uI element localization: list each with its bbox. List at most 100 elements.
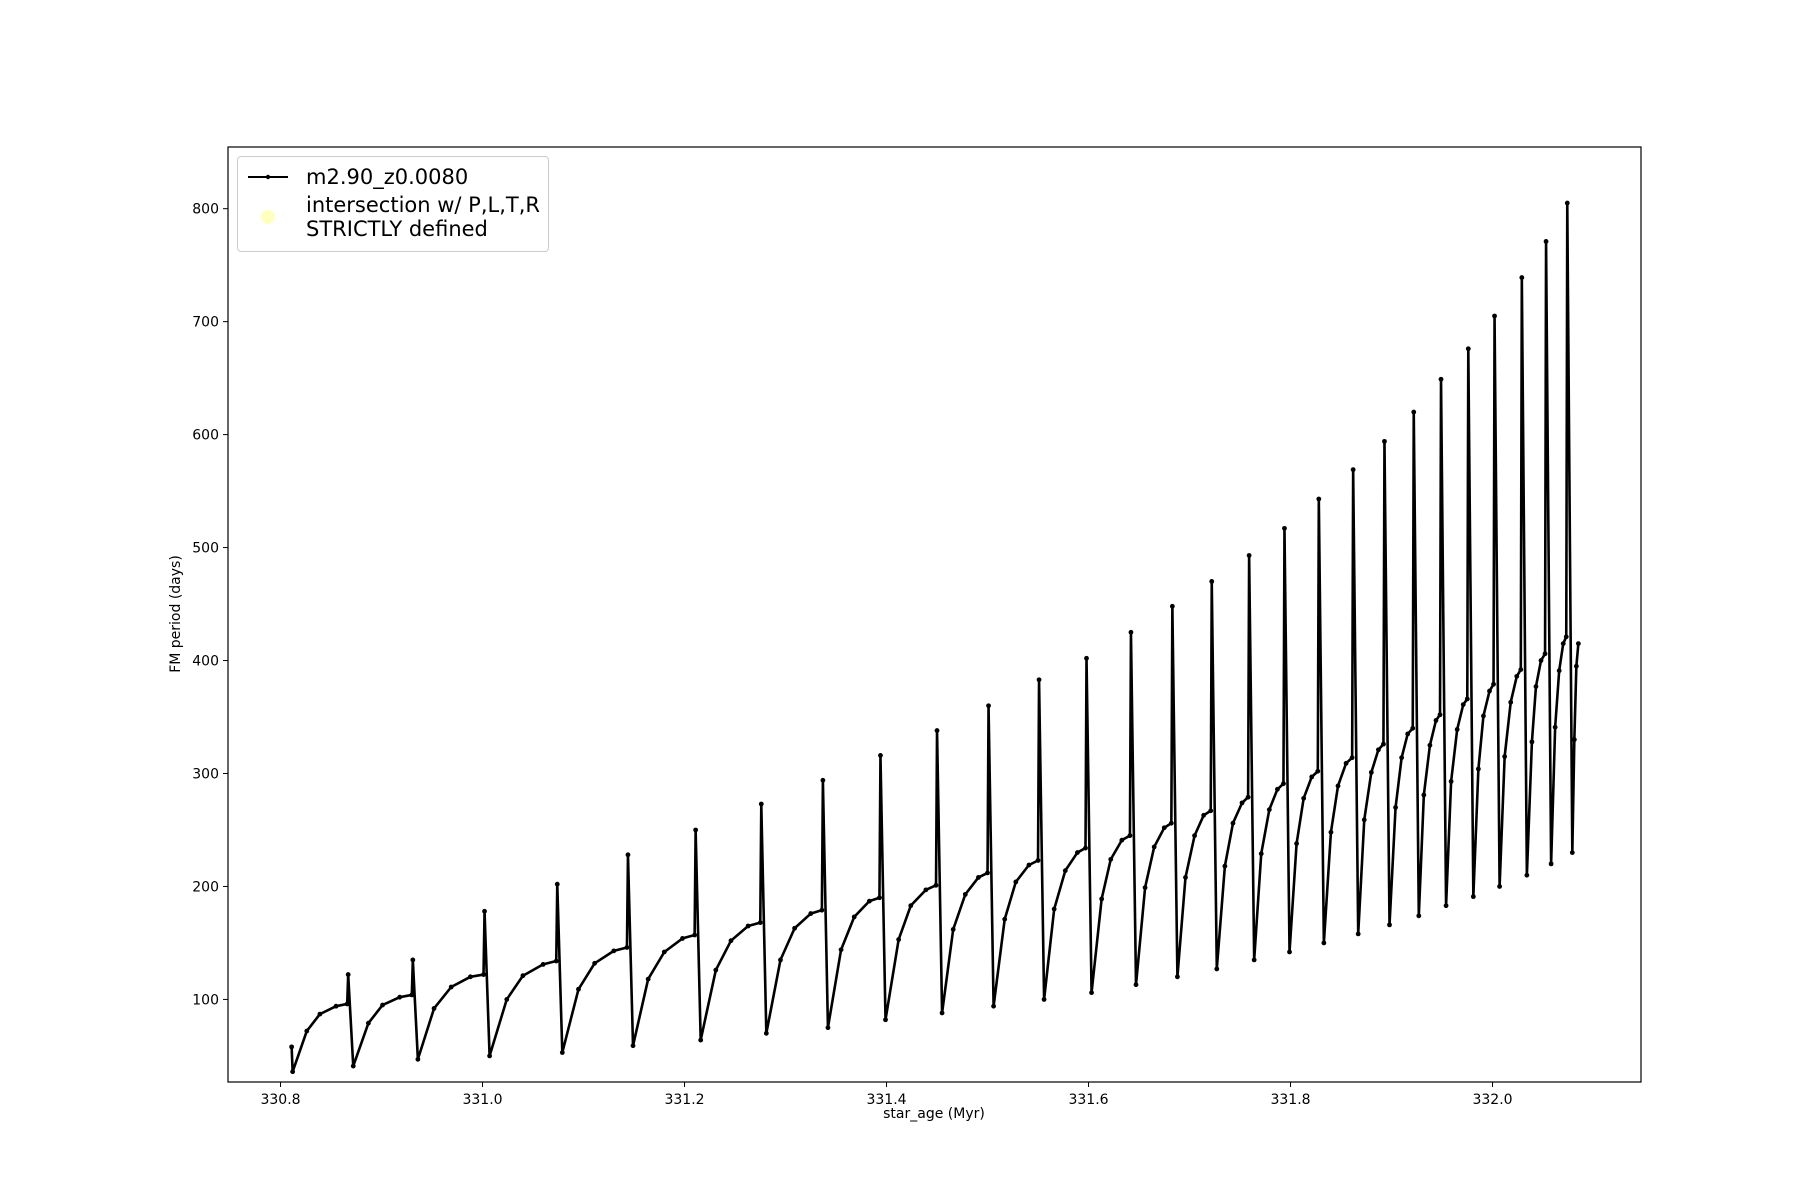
data-point — [1560, 641, 1566, 646]
data-point — [991, 1003, 996, 1009]
data-point — [1497, 884, 1502, 889]
data-point — [693, 827, 699, 833]
data-point — [1133, 982, 1139, 988]
data-point — [1036, 677, 1042, 683]
data-point — [1335, 783, 1341, 789]
data-point — [1393, 804, 1398, 810]
data-point — [630, 1043, 636, 1049]
data-point — [1175, 974, 1180, 980]
legend-icon — [261, 210, 275, 224]
data-point — [838, 947, 844, 953]
data-point — [365, 1020, 371, 1026]
data-point — [1192, 833, 1197, 839]
data-point — [985, 870, 990, 876]
data-point — [896, 937, 902, 942]
data-point — [1214, 966, 1220, 972]
data-point — [431, 1006, 437, 1011]
data-point — [1315, 768, 1321, 774]
legend-label: m2.90_z0.0080 — [306, 165, 469, 189]
data-point — [559, 1050, 565, 1055]
data-point — [1368, 769, 1374, 775]
data-point — [1350, 467, 1356, 473]
data-point — [1355, 931, 1361, 937]
legend-icon — [248, 174, 288, 180]
y-tick-label: 200 — [192, 879, 219, 895]
data-point — [1328, 829, 1334, 835]
data-point — [317, 1011, 323, 1017]
data-point — [1151, 844, 1157, 850]
data-point — [1481, 713, 1486, 719]
data-point — [692, 932, 698, 938]
data-point — [1051, 906, 1057, 912]
data-point — [1099, 896, 1105, 902]
data-point — [1465, 346, 1471, 352]
data-point — [1563, 634, 1569, 640]
data-point — [468, 974, 473, 980]
data-point — [553, 958, 559, 964]
data-point — [1208, 808, 1214, 814]
data-point — [986, 703, 991, 709]
data-point — [1026, 862, 1032, 868]
data-point — [576, 986, 581, 992]
x-tick-label: 331.2 — [664, 1092, 704, 1108]
data-point — [758, 801, 764, 807]
data-point — [1230, 820, 1236, 826]
data-point — [877, 895, 882, 901]
data-point — [1382, 438, 1387, 444]
data-point — [1492, 313, 1497, 319]
data-point — [481, 972, 486, 977]
data-point — [1281, 781, 1286, 787]
data-point — [380, 1002, 385, 1008]
data-point — [415, 1056, 421, 1062]
data-point — [1529, 739, 1535, 745]
data-point — [1475, 766, 1481, 772]
data-point — [333, 1003, 339, 1009]
data-point — [1084, 655, 1089, 661]
data-point — [1399, 755, 1405, 761]
data-point — [1556, 668, 1562, 674]
data-point — [1569, 850, 1575, 855]
data-point — [698, 1037, 704, 1043]
data-point — [1361, 817, 1367, 823]
data-point — [1375, 747, 1381, 753]
data-point — [1321, 940, 1327, 946]
x-tick-label: 331.0 — [462, 1092, 502, 1108]
data-point — [851, 914, 857, 920]
data-point — [908, 903, 914, 909]
data-point — [554, 881, 560, 887]
data-point — [350, 1063, 356, 1069]
data-point — [1519, 275, 1525, 280]
data-point — [962, 891, 968, 897]
data-point — [611, 948, 617, 954]
legend: m2.90_z0.0080 intersection w/ P,L,T,R STR… — [237, 156, 549, 252]
data-point — [1410, 725, 1416, 731]
data-point — [878, 753, 883, 758]
data-point — [1287, 949, 1292, 955]
data-point — [950, 926, 956, 932]
data-point — [819, 907, 825, 913]
legend-label: intersection w/ P,L,T,R STRICTLY defined — [306, 193, 540, 241]
legend-entry: m2.90_z0.0080 — [246, 165, 540, 189]
y-tick-label: 500 — [192, 541, 219, 557]
data-point — [290, 1069, 296, 1075]
data-point — [934, 728, 940, 733]
y-tick-label: 400 — [192, 654, 219, 670]
data-point — [661, 949, 667, 955]
data-point — [1491, 681, 1496, 687]
data-point — [1127, 833, 1133, 839]
data-point — [1282, 525, 1287, 531]
data-point — [1405, 731, 1411, 737]
data-point — [1035, 858, 1041, 863]
data-point — [1201, 812, 1207, 818]
data-point — [933, 882, 939, 888]
data-point — [1119, 837, 1125, 843]
data-point — [1316, 496, 1322, 502]
x-tick-label: 330.8 — [260, 1092, 300, 1108]
data-point — [1518, 667, 1524, 672]
data-point — [1239, 800, 1245, 806]
series-line — [290, 201, 1580, 1074]
data-point — [1128, 629, 1134, 635]
data-point — [1222, 863, 1228, 869]
data-point — [1108, 856, 1114, 862]
data-point — [1421, 792, 1427, 798]
